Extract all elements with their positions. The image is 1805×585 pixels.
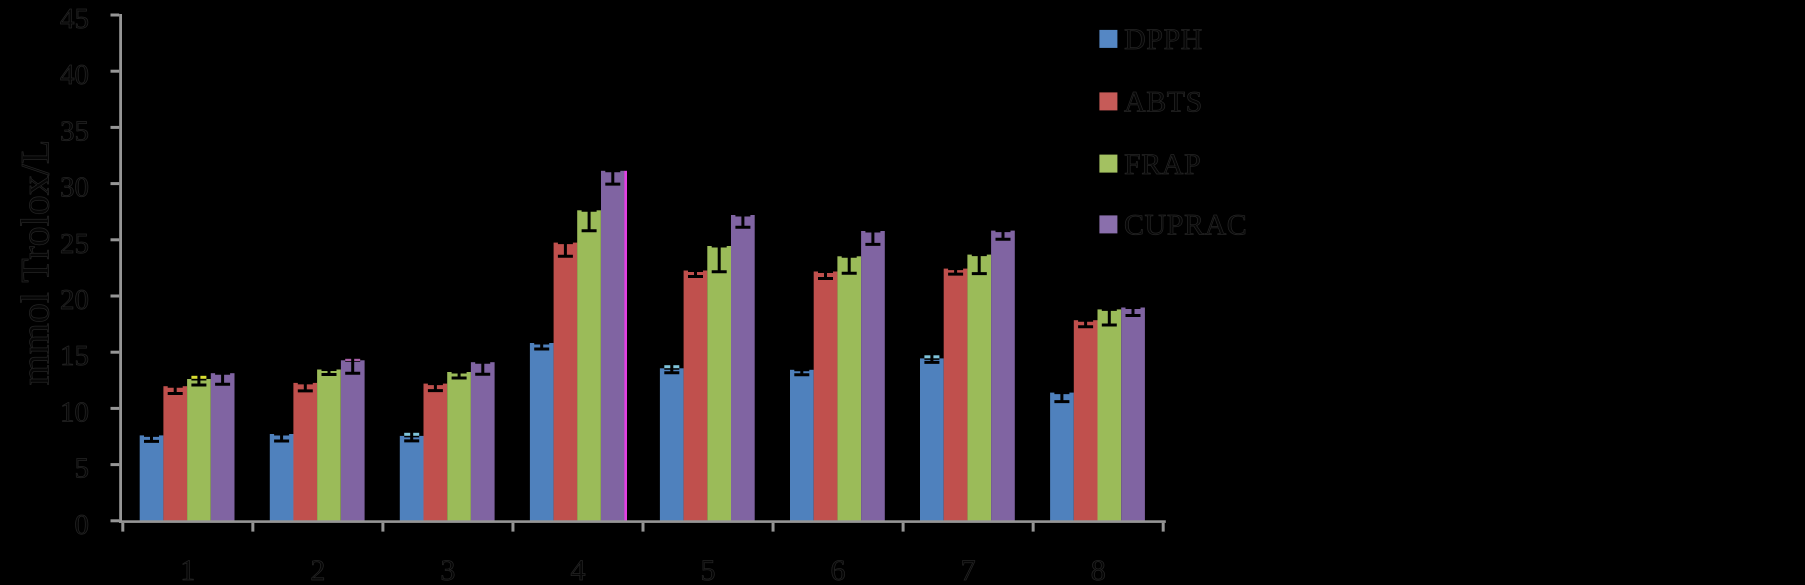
svg-text:0: 0 — [75, 509, 90, 541]
svg-text:15: 15 — [60, 340, 89, 372]
svg-text:30: 30 — [60, 172, 89, 204]
svg-text:2: 2 — [310, 554, 325, 585]
svg-text:ABTS: ABTS — [1124, 86, 1203, 119]
svg-text:FRAP: FRAP — [1124, 148, 1201, 181]
svg-text:mmol Trolox/L: mmol Trolox/L — [13, 140, 58, 386]
svg-text:6: 6 — [831, 554, 846, 585]
svg-text:7: 7 — [961, 554, 976, 585]
svg-text:25: 25 — [60, 228, 89, 260]
svg-text:20: 20 — [60, 284, 89, 316]
svg-text:CUPRAC: CUPRAC — [1124, 209, 1247, 242]
svg-text:8: 8 — [1091, 554, 1106, 585]
svg-text:40: 40 — [60, 59, 89, 91]
svg-text:4: 4 — [571, 554, 586, 585]
svg-text:35: 35 — [60, 115, 89, 147]
svg-text:10: 10 — [60, 396, 89, 428]
svg-text:3: 3 — [440, 554, 455, 585]
svg-text:5: 5 — [701, 554, 716, 585]
svg-text:5: 5 — [75, 453, 90, 485]
svg-text:45: 45 — [60, 3, 89, 35]
svg-text:DPPH: DPPH — [1124, 23, 1203, 56]
svg-text:1: 1 — [180, 554, 195, 585]
